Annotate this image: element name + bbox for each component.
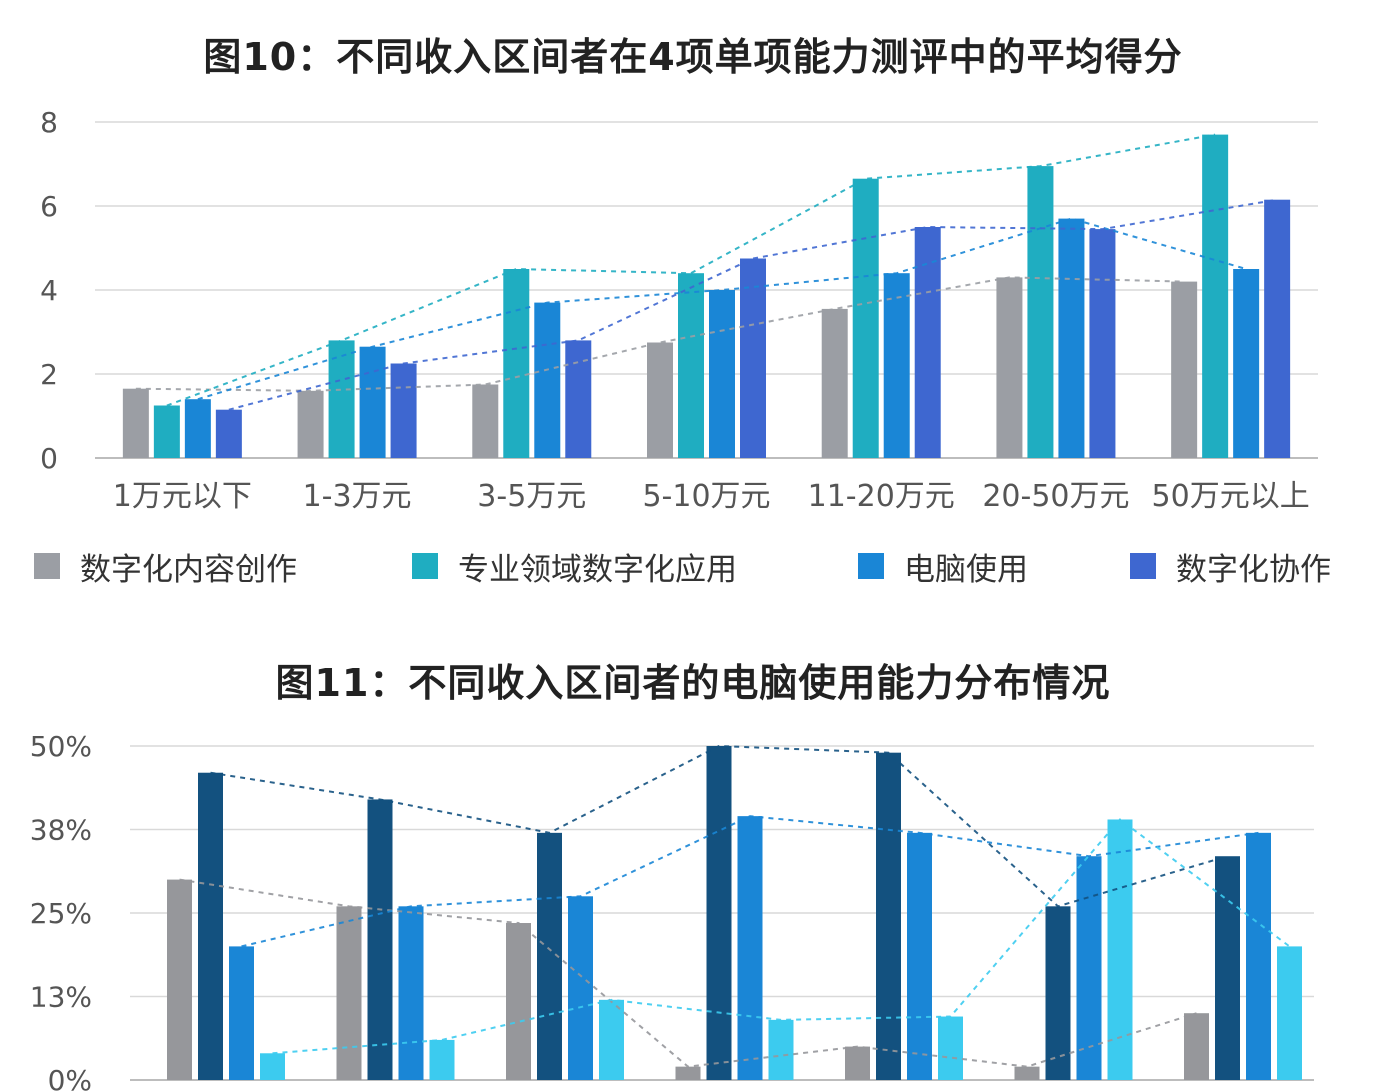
bar: [876, 752, 901, 1080]
y-tick-label: 38%: [30, 814, 92, 847]
x-tick-label: 20-50万元: [982, 479, 1129, 514]
bar: [938, 1016, 963, 1080]
bar: [503, 269, 530, 458]
bar: [737, 816, 763, 1080]
bar: [1045, 906, 1071, 1080]
y-tick-label: 0%: [48, 1064, 92, 1092]
bar: [647, 342, 673, 458]
bar: [398, 906, 424, 1080]
bar: [1171, 281, 1198, 458]
bar: [1233, 269, 1260, 458]
bar: [1277, 946, 1302, 1080]
legend-swatch: [1130, 553, 1156, 579]
bar: [297, 390, 324, 458]
bar: [506, 923, 531, 1080]
bar: [122, 388, 149, 458]
bar: [184, 399, 211, 458]
bar: [1202, 134, 1229, 458]
bar: [709, 290, 735, 458]
chart1-plot: 0 2 4 6 8 1万元以下 1-3万元 3-5万元 5-10万元 11-20万元 20-50万元…: [40, 106, 1318, 514]
bar: [1027, 166, 1054, 458]
legend-label: 数字化内容创作: [80, 551, 297, 588]
bar: [198, 772, 223, 1080]
legend-swatch: [858, 553, 884, 579]
bar: [336, 906, 362, 1080]
x-tick-label: 5-10万元: [642, 479, 770, 514]
bar: [1246, 832, 1271, 1080]
bar: [390, 363, 417, 458]
legend-swatch: [412, 553, 438, 579]
legend-item-digital-collaboration: 数字化协作: [1130, 544, 1331, 588]
legend-label: 专业领域数字化应用: [458, 551, 737, 588]
y-tick-label: 8: [40, 106, 58, 139]
bar: [568, 896, 593, 1080]
y-tick-label: 0: [40, 442, 58, 475]
bar: [167, 879, 192, 1080]
bar: [472, 384, 499, 458]
bar: [534, 302, 561, 458]
y-tick-label: 2: [40, 358, 58, 391]
trendline: [135, 276, 1185, 392]
chart2-title: 图11：不同收入区间者的电脑使用能力分布情况: [275, 661, 1111, 705]
bar: [1076, 856, 1102, 1080]
legend-item-computer-use: 电脑使用: [858, 544, 1028, 588]
bar: [675, 1066, 701, 1080]
legend-item-content-creation: 数字化内容创作: [34, 544, 297, 588]
bar: [1014, 1066, 1040, 1080]
legend-swatch: [34, 553, 60, 579]
bar: [1058, 218, 1085, 458]
bar: [229, 946, 254, 1080]
x-tick-label: 11-20万元: [808, 479, 955, 514]
bar: [907, 832, 932, 1080]
x-tick-label: 1-3万元: [303, 479, 412, 514]
bar: [883, 273, 910, 458]
y-tick-label: 50%: [30, 730, 92, 763]
bar: [215, 409, 242, 458]
bar: [845, 1046, 870, 1080]
bar: [367, 799, 393, 1080]
x-tick-label: 3-5万元: [477, 479, 586, 514]
bar: [996, 277, 1023, 458]
legend-item-professional-application: 专业领域数字化应用: [412, 544, 737, 588]
trendline: [228, 198, 1278, 411]
bar: [599, 999, 624, 1080]
chart1-title: 图10：不同收入区间者在4项单项能力测评中的平均得分: [203, 35, 1183, 79]
bar: [429, 1039, 455, 1080]
bar: [359, 346, 386, 458]
legend-label: 数字化协作: [1176, 551, 1331, 588]
y-tick-label: 25%: [30, 897, 92, 930]
trendline: [210, 744, 1228, 908]
bar: [852, 178, 879, 458]
bar: [706, 746, 732, 1080]
x-tick-label: 1万元以下: [113, 479, 252, 514]
bar: [153, 405, 180, 458]
trendline: [241, 815, 1259, 948]
bar: [1089, 229, 1116, 458]
y-tick-label: 6: [40, 190, 58, 223]
bar: [260, 1053, 285, 1080]
bar: [768, 1019, 794, 1080]
bar: [1184, 1013, 1209, 1080]
bar: [914, 227, 941, 458]
bar: [1264, 199, 1291, 458]
bar: [565, 340, 592, 458]
trendline: [272, 818, 1291, 1055]
y-tick-label: 4: [40, 274, 58, 307]
bar: [537, 832, 562, 1080]
bar: [740, 258, 766, 458]
x-tick-label: 50万元以上: [1152, 479, 1310, 514]
trendline: [197, 217, 1247, 401]
trendline: [166, 133, 1216, 407]
bar: [678, 273, 704, 458]
y-tick-label: 13%: [30, 981, 92, 1014]
legend-label: 电脑使用: [904, 551, 1028, 588]
bar: [1107, 819, 1133, 1080]
bar: [1215, 856, 1240, 1080]
trendline: [179, 878, 1197, 1068]
chart1-legend: 数字化内容创作 专业领域数字化应用 电脑使用 数字化协作: [0, 544, 1386, 588]
bar: [328, 340, 355, 458]
bar: [821, 308, 848, 458]
